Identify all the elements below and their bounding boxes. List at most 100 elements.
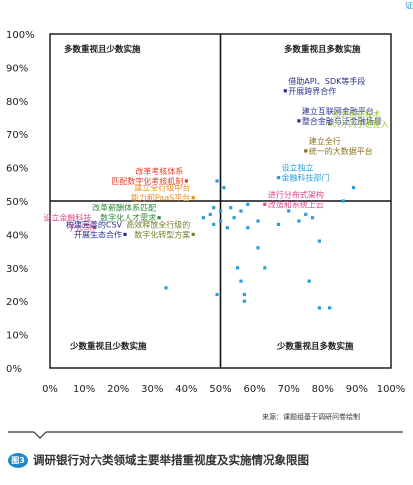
y-tick-label: 40% — [6, 230, 28, 241]
data-point — [218, 209, 223, 213]
data-point — [222, 186, 226, 190]
x-tick-label: 80% — [312, 384, 334, 395]
x-tick-label: 90% — [346, 384, 368, 395]
y-tick-label: 10% — [6, 331, 28, 342]
data-point — [212, 206, 216, 210]
data-point — [157, 216, 161, 220]
data-point — [191, 232, 195, 236]
y-tick-label: 30% — [6, 264, 28, 275]
point-label: 开展跨界合作 — [288, 86, 336, 96]
data-point — [201, 216, 206, 220]
point-label: 改革考核体系 — [135, 166, 183, 176]
x-tick-label: 20% — [107, 384, 129, 395]
data-point — [307, 279, 311, 283]
data-point — [304, 212, 308, 216]
point-label: 子公司 — [67, 224, 91, 233]
point-label: 开展生态合作 — [74, 229, 122, 239]
y-tick-label: 60% — [6, 164, 28, 175]
scatter-chart: 0% 10% 20% 30% 40% 50% 60% 70% 80% 90% 100% 0% 10% 2… — [6, 30, 405, 395]
point-label: 金融科技部门 — [281, 173, 329, 183]
data-point — [242, 292, 246, 297]
point-label: 匹配数字化考核机制 — [111, 176, 183, 186]
figure-caption: 图3 调研银行对六类领域主要举措重视度及实施情况象限图 — [8, 452, 309, 468]
data-point — [208, 212, 212, 216]
data-point — [246, 226, 250, 230]
point-label: 进行分布式架构 — [268, 189, 324, 199]
data-point — [317, 306, 321, 310]
source-note: 来源：课题组基于调研问卷绘制 — [262, 413, 360, 421]
y-tick-label: 90% — [6, 63, 28, 74]
data-point — [225, 226, 229, 230]
point-labels: 借助API、SDK等手段开展跨界合作建立互联网金融平台整合金融与泛金融场景加大创… — [43, 76, 388, 240]
data-point — [92, 226, 96, 230]
x-tick-label: 30% — [141, 384, 163, 395]
data-point — [215, 292, 219, 297]
data-point — [242, 299, 246, 303]
point-label: 改革薪酬体系匹配 — [92, 203, 156, 213]
y-axis-ticks: 0% 10% 20% 30% 40% 50% 60% 70% 80% 90% 100% — [6, 30, 35, 375]
data-point — [263, 266, 267, 270]
point-label: 加大创新技术 — [333, 109, 381, 119]
corner-mark: 证 — [405, 1, 413, 10]
data-point — [304, 149, 308, 153]
data-point — [263, 202, 267, 206]
data-point — [310, 216, 315, 220]
point-label: 统一的大数据平台 — [309, 146, 373, 156]
data-point — [184, 179, 188, 183]
point-label: 高效释放全行级的 — [126, 219, 190, 229]
point-label: 设立金融科技 — [43, 213, 91, 223]
y-tick-label: 20% — [6, 297, 28, 308]
point-label: 改造和系统上云 — [268, 199, 324, 209]
data-point — [341, 199, 345, 203]
x-tick-label: 60% — [243, 384, 265, 395]
y-tick-label: 100% — [6, 30, 35, 41]
x-tick-label: 40% — [175, 384, 197, 395]
quadrant-label-bottom-right: 少数重视且多数实施 — [276, 341, 354, 352]
y-tick-label: 80% — [6, 97, 28, 108]
data-point — [123, 232, 127, 236]
data-point — [328, 306, 332, 310]
data-point — [239, 209, 243, 213]
data-point — [229, 206, 233, 210]
x-tick-label: 10% — [73, 384, 95, 395]
data-point — [256, 219, 260, 223]
point-label: 借助API、SDK等手段 — [288, 76, 365, 86]
data-point — [287, 209, 291, 213]
point-label: 能力和PaaS平台 — [131, 193, 190, 203]
y-tick-label: 70% — [6, 130, 28, 141]
x-axis-ticks: 0% 10% 20% 30% 40% 50% 60% 70% 80% 90% 100% — [42, 384, 405, 395]
quadrant-label-bottom-left: 少数重视且少数实施 — [69, 341, 147, 352]
x-tick-label: 0% — [42, 384, 58, 395]
data-point — [317, 239, 321, 243]
point-label: 建立全行级中台 — [134, 183, 190, 193]
point-label: 建立全行 — [309, 136, 341, 146]
data-point — [235, 266, 240, 270]
quadrant-label-top-left: 多数重视且少数实施 — [64, 44, 141, 55]
data-point — [218, 219, 223, 223]
x-tick-label: 100% — [377, 384, 406, 395]
point-label: 人才的引进投入 — [333, 119, 389, 129]
data-point — [351, 186, 356, 190]
figure-number-badge: 图3 — [8, 452, 28, 468]
data-points — [92, 89, 356, 310]
data-point — [246, 202, 250, 206]
y-tick-label: 50% — [6, 197, 28, 208]
x-tick-label: 50% — [209, 384, 231, 395]
data-point — [297, 119, 301, 123]
point-label: 构建完善的CSV — [66, 219, 123, 229]
figure-title: 调研银行对六类领域主要举措重视度及实施情况象限图 — [33, 453, 309, 467]
data-point — [297, 219, 301, 223]
data-point — [276, 176, 281, 180]
data-point — [283, 89, 287, 93]
quadrant-label-top-right: 多数重视且多数实施 — [284, 44, 361, 55]
data-point — [256, 246, 260, 250]
point-label: 设立独立 — [281, 163, 313, 173]
data-point — [215, 179, 219, 183]
data-point — [328, 122, 332, 126]
caption-divider — [8, 431, 403, 439]
y-tick-label: 0% — [6, 364, 22, 375]
point-label: 数字化人才需求 — [100, 213, 156, 223]
point-label: 建立互联网金融平台 — [302, 106, 374, 116]
point-label: 数字化转型方案 — [134, 229, 190, 239]
data-point — [212, 222, 216, 226]
